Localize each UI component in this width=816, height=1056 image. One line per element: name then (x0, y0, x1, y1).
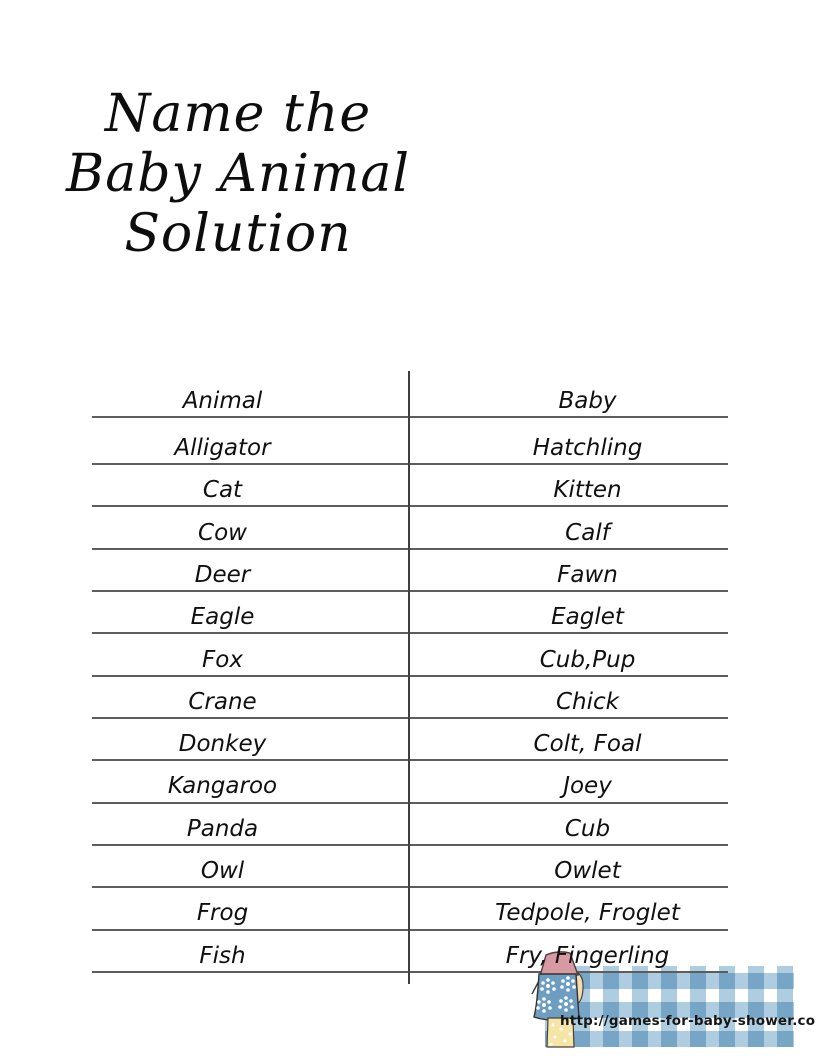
baby-name: Fawn (557, 561, 618, 588)
baby-cell: Kitten (409, 469, 728, 508)
animal-cell: Kangaroo (92, 766, 409, 804)
page-title: Name the Baby Animal Solution (48, 84, 428, 264)
animal-cell: Fox (92, 639, 409, 677)
animal-cell: Crane (92, 681, 409, 719)
baby-cell: Cub,Pup (409, 639, 728, 677)
baby-name: Colt, Foal (533, 731, 642, 758)
animal-cell: Eagle (92, 596, 409, 635)
pink-top (539, 951, 579, 977)
animal-cell: Deer (92, 554, 409, 592)
table-row: Deer Fawn (92, 554, 728, 592)
baby-cell: Owlet (409, 850, 728, 889)
baby-cell: Colt, Foal (409, 723, 728, 762)
table-row: Owl Owlet (92, 850, 728, 889)
girl-illustration (531, 951, 584, 1048)
page-title-line-1: Name the (104, 84, 372, 144)
answer-table: Animal Baby Alligator Hatchling Cat Kitt… (92, 371, 728, 984)
page-title-line-2: Baby Animal (65, 144, 411, 204)
table-header-row: Animal Baby (92, 380, 728, 418)
gingham-decoration (545, 966, 794, 1047)
baby-name: Chick (556, 688, 619, 715)
animal-cell: Frog (92, 893, 409, 931)
animal-name: Owl (200, 858, 245, 885)
table-row: Kangaroo Joey (92, 766, 728, 804)
animal-cell: Panda (92, 808, 409, 846)
column-divider (408, 371, 410, 984)
flower-motifs (536, 976, 576, 1013)
baby-cell: Tedpole, Froglet (409, 893, 728, 931)
baby-name: Eaglet (551, 604, 624, 631)
table-row: Cat Kitten (92, 469, 728, 508)
animal-name: Frog (196, 900, 249, 927)
table-row: Fox Cub,Pup (92, 639, 728, 677)
animal-name: Eagle (190, 604, 255, 631)
animal-name: Crane (188, 688, 257, 715)
baby-cell: Chick (409, 681, 728, 719)
baby-name: Owlet (554, 858, 621, 885)
animal-cell: Cow (92, 512, 409, 550)
baby-name: Hatchling (532, 434, 643, 461)
animal-name: Cow (198, 519, 247, 546)
animal-name: Alligator (174, 434, 271, 461)
baby-name: Calf (565, 519, 610, 546)
website-url: http://games-for-baby-shower.com (560, 1013, 816, 1029)
animal-cell: Donkey (92, 723, 409, 762)
baby-cell: Calf (409, 512, 728, 550)
table-row: Donkey Colt, Foal (92, 723, 728, 762)
column-header-baby: Baby (558, 387, 617, 414)
baby-name: Kitten (553, 477, 622, 504)
baby-name: Joey (563, 773, 612, 800)
table-row: Panda Cub (92, 808, 728, 846)
table-row: Eagle Eaglet (92, 596, 728, 635)
column-header-animal: Animal (182, 387, 263, 414)
animal-name: Fox (202, 646, 243, 673)
animal-cell: Cat (92, 469, 409, 508)
animal-name: Cat (202, 477, 243, 504)
baby-cell: Fawn (409, 554, 728, 592)
animal-name: Fish (199, 942, 246, 969)
animal-cell: Alligator (92, 427, 409, 465)
table-row: Cow Calf (92, 512, 728, 550)
baby-name: Tedpole, Froglet (495, 900, 680, 927)
baby-cell: Fry, Fingerling (409, 935, 728, 973)
animal-name: Panda (186, 815, 259, 842)
animal-cell: Owl (92, 850, 409, 889)
baby-cell: Cub (409, 808, 728, 846)
table-row: Fish Fry, Fingerling (92, 935, 728, 973)
animal-name: Deer (194, 561, 251, 588)
animal-name: Donkey (178, 731, 267, 758)
baby-cell: Hatchling (409, 427, 728, 465)
table-row: Crane Chick (92, 681, 728, 719)
page-title-line-3: Solution (124, 204, 352, 264)
table-row: Alligator Hatchling (92, 427, 728, 465)
baby-name: Cub (564, 815, 611, 842)
baby-header-cell: Baby (409, 380, 728, 418)
animal-cell: Fish (92, 935, 409, 973)
animal-name: Kangaroo (167, 773, 278, 800)
animal-header-cell: Animal (92, 380, 409, 418)
baby-name: Cub,Pup (539, 646, 636, 673)
baby-name: Fry, Fingerling (505, 942, 670, 969)
baby-cell: Joey (409, 766, 728, 804)
baby-cell: Eaglet (409, 596, 728, 635)
skirt-dots (549, 1022, 572, 1046)
table-row: Frog Tedpole, Froglet (92, 893, 728, 931)
